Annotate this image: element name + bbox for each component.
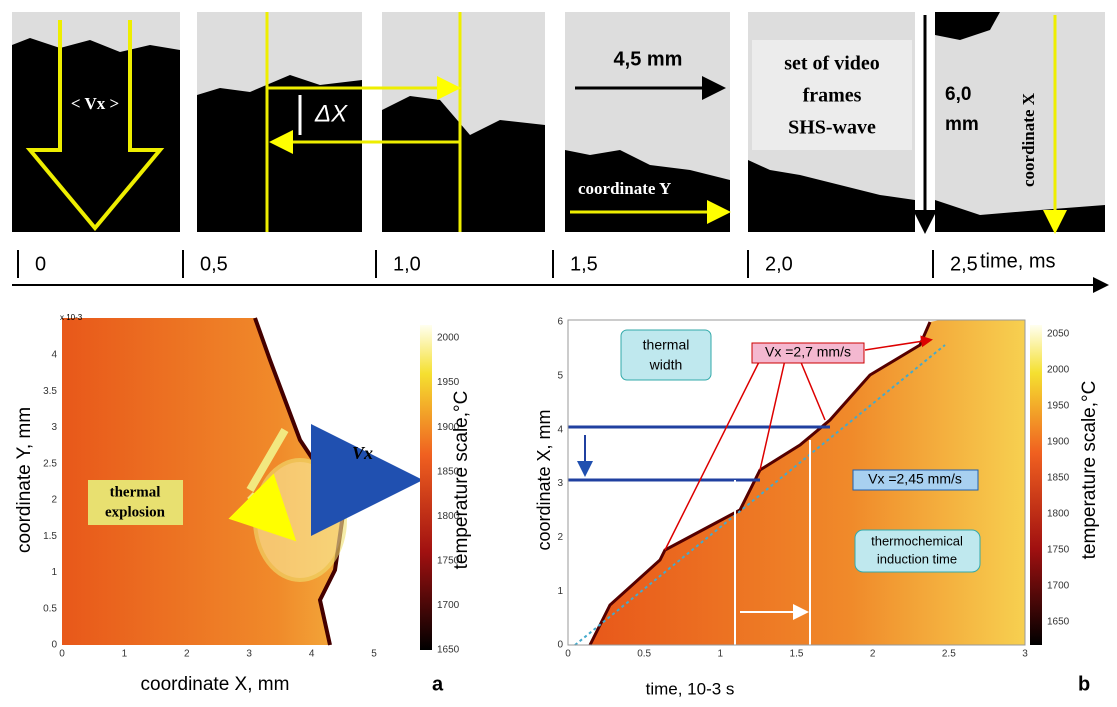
y-tick-label: 1.5 (43, 531, 57, 542)
label: a (432, 673, 444, 695)
y-tick-label: 1 (557, 586, 563, 597)
label: width (649, 357, 683, 373)
label: temperature scale,°C (1079, 381, 1100, 560)
time-tick-label: 2,5 (950, 253, 978, 275)
x-tick-label: 2 (870, 649, 876, 660)
label: temperature scale,°C (451, 391, 472, 570)
video-frames (12, 12, 1109, 293)
callout (620, 329, 712, 381)
label: SHS-wave (788, 117, 876, 139)
callout (854, 529, 981, 573)
y-tick-label: 2.5 (43, 458, 57, 469)
label: coordinate X, mm (534, 409, 554, 550)
y-tick-label: 6 (557, 317, 563, 328)
colorbar-tick-label: 1700 (1047, 581, 1070, 592)
label: b (1078, 673, 1090, 695)
label: Vx =2,7 mm/s (765, 344, 851, 360)
callout (852, 469, 979, 491)
label: 4,5 mm (614, 48, 683, 70)
x-tick-label: 1.5 (790, 649, 804, 660)
label: frames (803, 85, 862, 107)
x-tick-label: 3 (246, 649, 252, 660)
x-tick-label: 2.5 (942, 649, 956, 660)
label: induction time (877, 551, 957, 566)
y-tick-label: 0.5 (43, 603, 57, 614)
x-tick-label: 0.5 (637, 649, 651, 660)
time-tick-label: 1,0 (393, 253, 421, 275)
y-tick-label: 4 (51, 350, 57, 361)
label: explosion (105, 504, 166, 520)
time-tick-label: 0 (35, 253, 46, 275)
y-tick-label: 3.5 (43, 386, 57, 397)
label: Vx =2,45 mm/s (868, 471, 962, 487)
colorbar-tick-label: 1800 (437, 511, 460, 522)
label: thermal (643, 337, 690, 353)
colorbar-tick-label: 1850 (1047, 473, 1070, 484)
x-tick-label: 5 (371, 649, 377, 660)
label: < Vx > (71, 94, 119, 113)
label: x 10-3 (60, 313, 83, 322)
label: coordinate X (1019, 92, 1038, 187)
label: thermochemical (871, 533, 963, 548)
y-tick-label: 0 (51, 640, 57, 651)
y-tick-label: 1 (51, 567, 57, 578)
y-tick-label: 4 (557, 424, 563, 435)
label: time, 10-3 s (646, 679, 735, 698)
x-tick-label: 4 (309, 649, 315, 660)
colorbar-tick-label: 1650 (1047, 617, 1070, 628)
colorbar-tick-label: 2000 (1047, 365, 1070, 376)
label: mm (945, 114, 979, 135)
label-box (752, 40, 912, 150)
time-tick-label: 2,0 (765, 253, 793, 275)
label: Vx (352, 443, 373, 463)
x-tick-label: 0 (565, 649, 571, 660)
x-tick-label: 2 (184, 649, 190, 660)
colorbar-tick-label: 1700 (437, 600, 460, 611)
x-tick-label: 0 (59, 649, 65, 660)
colorbar-tick-label: 2050 (1047, 329, 1070, 340)
label: set of video (784, 53, 880, 75)
colorbar-tick-label: 1750 (437, 555, 460, 566)
label: coordinate Y (578, 179, 671, 198)
y-tick-label: 3 (51, 422, 57, 433)
colorbar-tick-label: 1900 (1047, 437, 1070, 448)
axis-label: time, ms (980, 250, 1056, 272)
x-tick-label: 1 (718, 649, 724, 660)
x-tick-label: 1 (122, 649, 128, 660)
colorbar-tick-label: 1950 (1047, 401, 1070, 412)
label: 6,0 (945, 84, 971, 105)
label: coordinate X, mm (141, 674, 290, 695)
label: coordinate Y, mm (14, 407, 35, 553)
y-tick-label: 3 (557, 478, 563, 489)
colorbar-tick-label: 1850 (437, 466, 460, 477)
callout (751, 342, 865, 364)
colorbar-tick-label: 2000 (437, 333, 460, 344)
y-tick-label: 5 (557, 370, 563, 381)
colorbar-tick-label: 1750 (1047, 545, 1070, 556)
y-tick-label: 2 (557, 532, 563, 543)
colorbar-tick-label: 1900 (437, 422, 460, 433)
label-box (88, 480, 183, 525)
label: thermal (110, 484, 161, 500)
colorbar-tick-label: 1650 (437, 645, 460, 656)
y-tick-label: 0 (557, 640, 563, 651)
colorbar-tick-label: 1800 (1047, 509, 1070, 520)
colorbar-tick-label: 1950 (437, 377, 460, 388)
x-tick-label: 3 (1022, 649, 1028, 660)
time-tick-label: 0,5 (200, 253, 228, 275)
time-tick-label: 1,5 (570, 253, 598, 275)
y-tick-label: 2 (51, 495, 57, 506)
label: ΔX (314, 100, 348, 127)
